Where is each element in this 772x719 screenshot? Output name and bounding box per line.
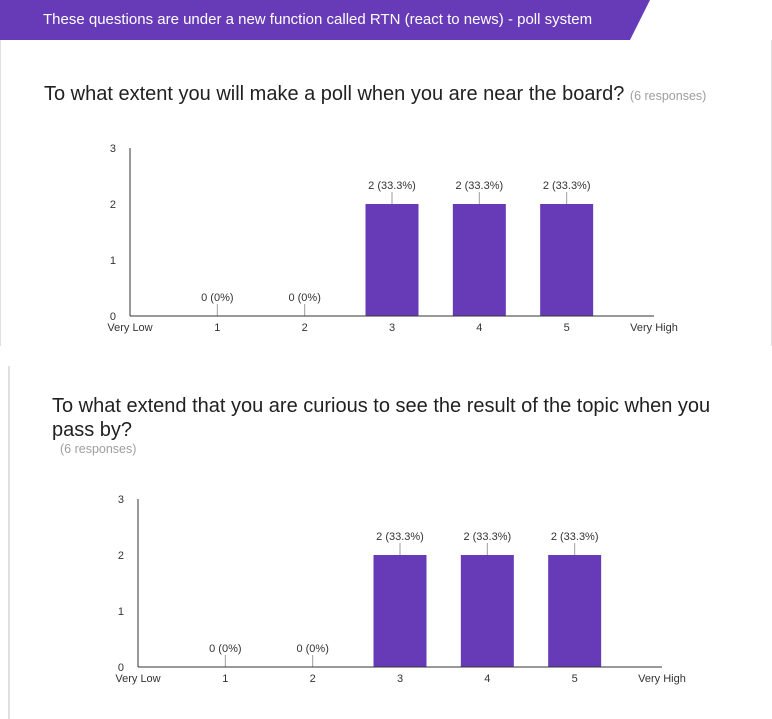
question-1-response-count: (6 responses): [629, 89, 707, 103]
section-banner: These questions are under a new function…: [0, 0, 650, 40]
chart1-bar: [540, 204, 594, 316]
chart1-data-label: 2 (33.3%): [368, 180, 416, 192]
chart1-data-label: 2 (33.3%): [455, 180, 503, 192]
chart2-x-tick-label: 3: [397, 673, 403, 685]
question-card-2: To what extend that you are curious to s…: [0, 366, 770, 719]
chart1-x-end-label-high: Very High: [630, 322, 678, 334]
chart2-x-tick-label: 1: [222, 673, 228, 685]
question-card-1: To what extent you will make a poll when…: [0, 40, 772, 346]
chart1-data-label: 0 (0%): [288, 292, 320, 304]
chart1-y-tick-label: 3: [110, 143, 116, 155]
chart1-x-tick-label: 2: [302, 322, 308, 334]
chart1-y-tick-label: 0: [110, 311, 116, 323]
chart2-y-tick-label: 1: [118, 606, 124, 618]
question-2-title: To what extend that you are curious to s…: [52, 395, 711, 441]
card-left-accent: [8, 366, 10, 719]
chart2-data-label: 2 (33.3%): [551, 531, 599, 543]
question-2-response-count: (6 responses): [60, 442, 137, 456]
chart2-data-label: 0 (0%): [296, 643, 328, 655]
chart2-x-tick-label: 4: [484, 673, 490, 685]
chart2-data-label: 2 (33.3%): [376, 531, 424, 543]
chart2-x-tick-label: 2: [310, 673, 316, 685]
chart1-data-label: 2 (33.3%): [543, 180, 591, 192]
question-1-title: To what extent you will make a poll when…: [44, 82, 706, 108]
chart1-bar: [365, 204, 419, 316]
chart1-x-tick-label: 5: [564, 322, 570, 334]
chart1-x-tick-label: 3: [389, 322, 395, 334]
chart2-x-tick-label: 5: [572, 673, 578, 685]
chart2-x-end-label-high: Very High: [638, 673, 686, 685]
chart1-bar: [452, 204, 506, 316]
banner-background: [0, 0, 650, 40]
chart1-y-tick-label: 2: [110, 199, 116, 211]
banner-text: These questions are under a new function…: [43, 11, 593, 28]
chart2-y-tick-label: 0: [118, 662, 124, 674]
chart1-x-tick-label: 4: [476, 322, 482, 334]
chart2-y-tick-label: 2: [118, 550, 124, 562]
chart2-data-label: 0 (0%): [209, 643, 241, 655]
chart2-bar: [548, 555, 602, 667]
bar-chart-2: 0 1 2 3 0 (0%) 1 0 (0%) 2 2 (33.3%) 3 2 (33.3%) 4 2 …: [115, 494, 686, 685]
chart2-data-label: 2 (33.3%): [463, 531, 511, 543]
chart1-x-tick-label: 1: [214, 322, 220, 334]
bar-chart-1: 0 1 2 3 0 (0%) 1 0 (0%) 2 2 (33.3%) 3 2 (33.3%) 4 2 …: [107, 143, 678, 334]
chart2-bar: [460, 555, 514, 667]
chart2-bar: [373, 555, 427, 667]
chart1-x-end-label-low: Very Low: [107, 322, 152, 334]
question-1-title-text: To what extent you will make a poll when…: [44, 83, 625, 105]
chart1-data-label: 0 (0%): [201, 292, 233, 304]
chart2-x-end-label-low: Very Low: [115, 673, 160, 685]
chart2-y-tick-label: 3: [118, 494, 124, 506]
chart1-y-tick-label: 1: [110, 255, 116, 267]
